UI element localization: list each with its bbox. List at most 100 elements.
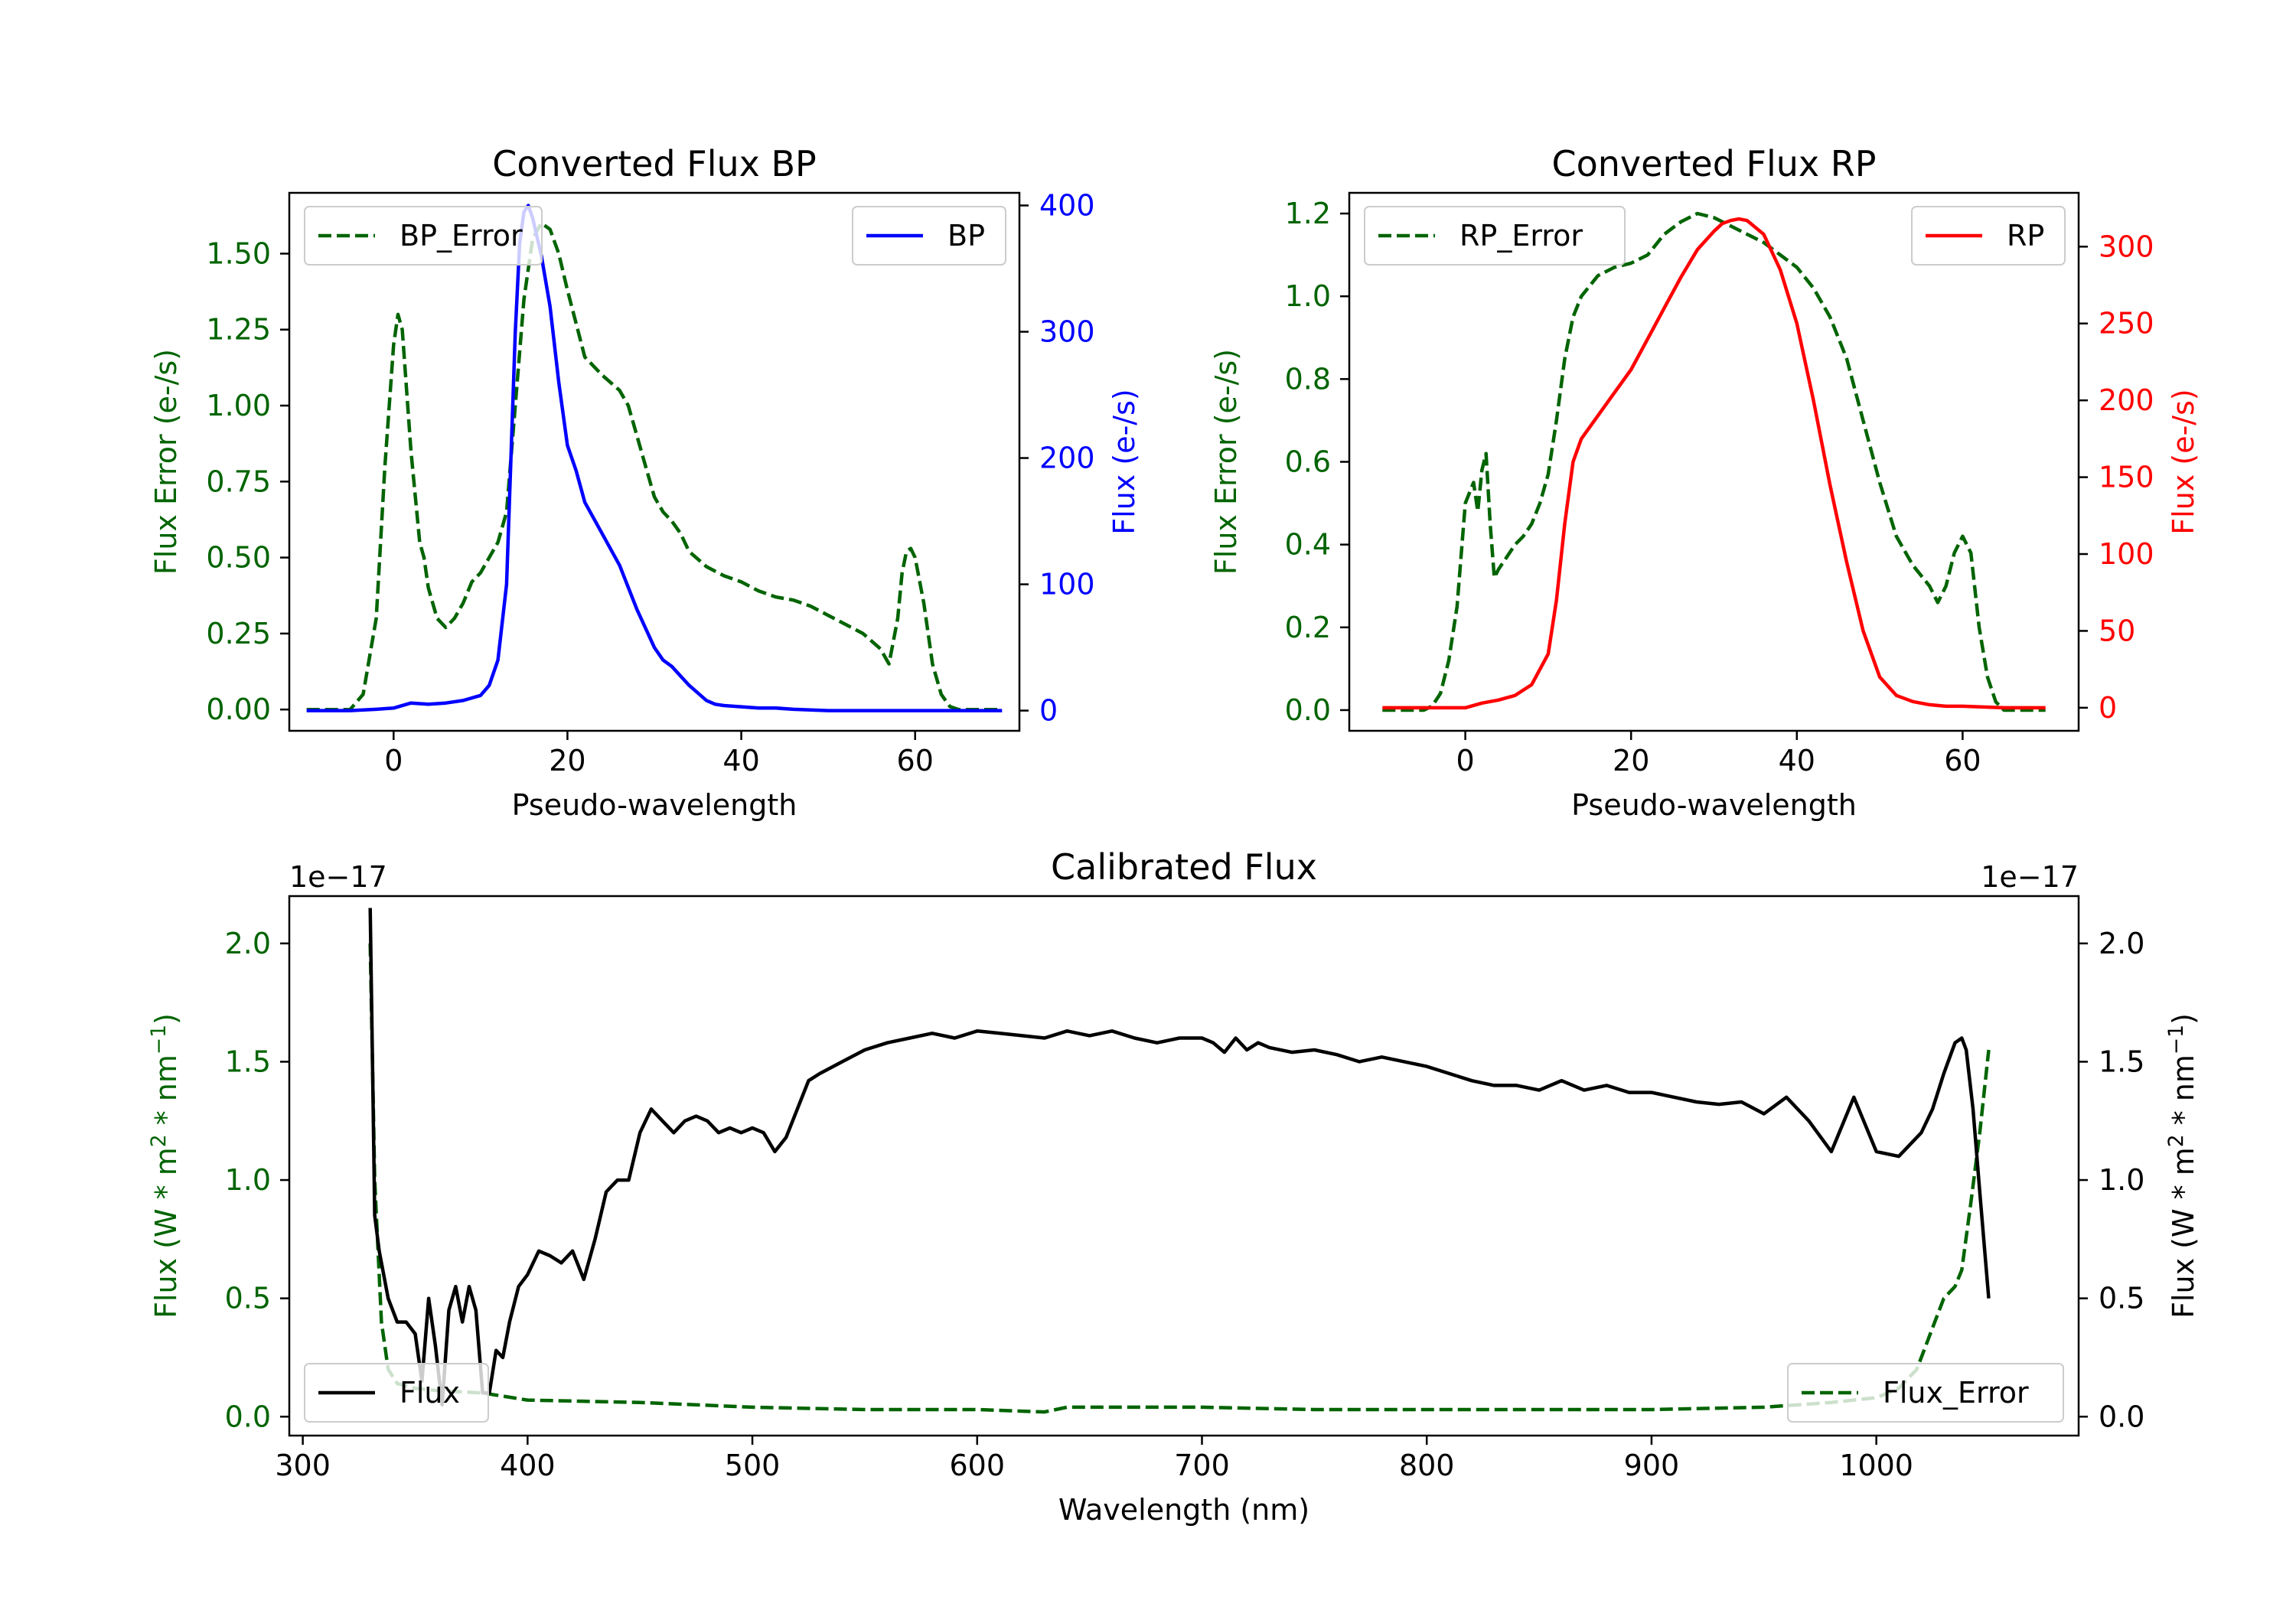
x-tick-label: 40 [722, 744, 759, 777]
y-left-tick-label: 0.8 [1285, 362, 1331, 396]
y-left-tick-label: 0.5 [225, 1282, 271, 1315]
legend-label: Flux_Error [1883, 1376, 2029, 1410]
legend-box [1787, 1363, 2064, 1423]
chart-rp: Converted Flux RP 0 20 40 60 Pseudo-wavelengt… [1209, 143, 2200, 822]
x-tick-label: 60 [897, 744, 934, 777]
x-tick-label: 1000 [1839, 1449, 1913, 1482]
y-left-tick-label: 0.0 [225, 1400, 271, 1433]
legend-box [852, 206, 1006, 266]
y-left-tick-label: 1.0 [225, 1163, 271, 1197]
y-left-axis-label: Flux (W * m2 * nm−1) [147, 1013, 183, 1319]
y-left-axis-label: Flux Error (e-/s) [149, 349, 183, 575]
y-right-tick-label: 300 [1039, 315, 1095, 349]
y-left-tick-label: 0.50 [206, 541, 271, 575]
x-tick-label: 0 [1456, 744, 1475, 777]
y-right-tick-label: 0 [1039, 694, 1058, 728]
y-right-tick-label: 250 [2099, 307, 2154, 341]
x-axis-label: Pseudo-wavelength [512, 788, 797, 822]
legend-box [304, 206, 543, 266]
y-left-tick-label: 0.2 [1285, 611, 1331, 644]
y-right-tick-label: 2.0 [2099, 927, 2144, 960]
x-axis-label: Pseudo-wavelength [1571, 788, 1857, 822]
series-line-flux-error [368, 943, 1991, 1414]
series-line-bp [306, 204, 1003, 712]
chart-calibrated: Calibrated Flux 300 400 500 600 700 800 900 1000… [147, 846, 2200, 1527]
y-right-tick-label: 100 [1039, 568, 1095, 601]
y-label-part: ) [149, 1013, 183, 1025]
y-label-part: ) [2167, 1013, 2200, 1025]
y-label-part: Flux (W * m [2167, 1147, 2200, 1319]
y-left-axis-label: Flux Error (e-/s) [1209, 349, 1243, 575]
plot-frame [1348, 191, 2080, 732]
y-label-part: 2 [2164, 1134, 2188, 1147]
x-tick-label: 0 [384, 744, 403, 777]
x-tick-label: 900 [1624, 1449, 1680, 1482]
x-tick-label: 40 [1779, 744, 1815, 777]
y-left-tick-label: 0.75 [206, 464, 271, 498]
y-right-offset-text: 1e−17 [1981, 860, 2079, 894]
y-right-tick-label: 150 [2099, 461, 2154, 494]
x-tick-label: 800 [1399, 1449, 1455, 1482]
y-label-part: * nm [149, 1054, 183, 1134]
y-left-tick-label: 0.25 [206, 617, 271, 650]
series-line-rp [1382, 217, 2046, 710]
legend-label: BP_Error [400, 219, 523, 253]
x-tick-label: 700 [1174, 1449, 1230, 1482]
x-tick-label: 20 [1613, 744, 1649, 777]
legend-flux-error: Flux_Error [1787, 1363, 2064, 1423]
y-label-part: 2 [147, 1134, 171, 1147]
y-left-tick-label: 1.2 [1285, 197, 1331, 230]
x-axis-label: Wavelength (nm) [1058, 1493, 1309, 1527]
plot-frame [288, 895, 2080, 1437]
y-right-axis-label: Flux (e-/s) [2167, 389, 2200, 534]
y-left-tick-label: 0.0 [1285, 693, 1331, 727]
y-label-part: * nm [2167, 1054, 2200, 1134]
y-label-part: −1 [147, 1025, 171, 1054]
y-right-tick-label: 200 [2099, 383, 2154, 417]
y-left-tick-label: 0.4 [1285, 528, 1331, 562]
series-line-flux [368, 908, 1991, 1407]
y-right-tick-label: 300 [2099, 230, 2154, 263]
y-left-tick-label: 1.5 [225, 1045, 271, 1078]
x-tick-label: 60 [1944, 744, 1981, 777]
y-left-tick-label: 1.50 [206, 236, 271, 270]
y-right-axis-label: Flux (e-/s) [1107, 389, 1141, 534]
legend-error: BP_Error [304, 206, 543, 266]
y-right-tick-label: 200 [1039, 442, 1095, 475]
plot-frame [288, 191, 1021, 732]
chart-title: Converted Flux BP [492, 143, 817, 184]
series-line-rp-error [1382, 211, 2046, 712]
y-label-part: −1 [2164, 1025, 2188, 1054]
y-right-axis-label: Flux (W * m2 * nm−1) [2164, 1013, 2200, 1319]
x-tick-label: 20 [549, 744, 585, 777]
legend-label: BP [947, 219, 985, 253]
legend-box [1911, 206, 2066, 266]
legend-label: RP_Error [1459, 219, 1583, 253]
y-left-tick-label: 0.00 [206, 693, 271, 726]
y-left-offset-text: 1e−17 [289, 860, 387, 894]
y-right-tick-label: 0.5 [2099, 1282, 2144, 1315]
y-left-tick-label: 0.6 [1285, 445, 1331, 479]
legend-error: RP_Error [1364, 206, 1626, 266]
y-left-tick-label: 1.00 [206, 389, 271, 422]
y-right-tick-label: 0 [2099, 691, 2117, 725]
x-tick-label: 600 [950, 1449, 1006, 1482]
y-right-tick-label: 1.5 [2099, 1045, 2144, 1078]
series-line-bp-error [306, 221, 1003, 712]
y-left-tick-label: 1.0 [1285, 279, 1331, 313]
y-right-tick-label: 100 [2099, 537, 2154, 571]
y-right-tick-label: 400 [1039, 189, 1095, 223]
y-right-tick-label: 50 [2099, 614, 2135, 647]
chart-bp: Converted Flux BP 0 20 40 60 Pseudo-wavelengt… [149, 143, 1141, 822]
x-tick-label: 300 [275, 1449, 331, 1482]
x-tick-label: 400 [500, 1449, 556, 1482]
x-tick-label: 500 [725, 1449, 781, 1482]
y-right-tick-label: 0.0 [2099, 1400, 2144, 1433]
y-label-part: Flux (W * m [149, 1147, 183, 1319]
y-left-tick-label: 2.0 [225, 927, 271, 960]
chart-title: Calibrated Flux [1051, 846, 1317, 888]
legend-flux: BP [852, 206, 1006, 266]
legend-box [304, 1363, 489, 1423]
y-left-tick-label: 1.25 [206, 313, 271, 347]
